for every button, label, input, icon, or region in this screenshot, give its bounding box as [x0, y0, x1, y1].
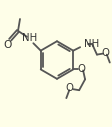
- Text: O: O: [77, 64, 85, 74]
- Text: O: O: [102, 48, 110, 58]
- Text: NH: NH: [22, 33, 38, 43]
- Text: O: O: [65, 83, 73, 93]
- Text: O: O: [3, 40, 11, 50]
- Text: NH: NH: [84, 39, 99, 49]
